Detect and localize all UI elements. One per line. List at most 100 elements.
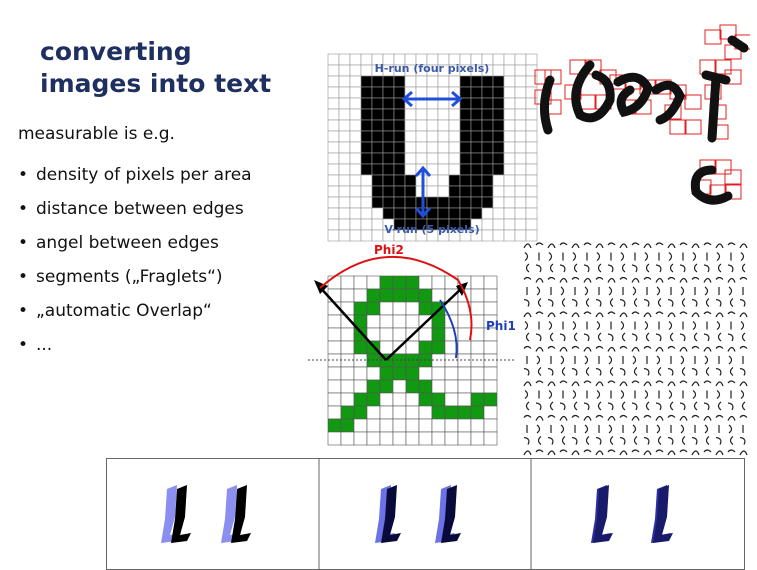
fraglet-mark [524, 252, 529, 261]
pixel-cell [431, 405, 446, 420]
fraglet-mark [560, 286, 565, 296]
pixel-cell [382, 141, 395, 154]
fraglet-mark [583, 264, 590, 273]
pixel-cell [366, 288, 381, 303]
pixel-cell [481, 108, 494, 121]
overlap-glyphs [161, 485, 673, 543]
fraglet-mark [583, 277, 592, 283]
segment-box [714, 159, 732, 175]
pixel-cell [340, 275, 355, 290]
fraglet-mark [547, 312, 556, 318]
pixel-cell [327, 366, 342, 381]
pixel-cell [371, 163, 384, 176]
pixel-cell [353, 405, 368, 420]
fraglet-mark [741, 263, 746, 273]
pixel-cell [415, 130, 428, 143]
fraglet-mark [669, 401, 674, 411]
pixel-cell [503, 207, 516, 220]
pixel-cell [437, 130, 450, 143]
pixel-cell [371, 218, 384, 231]
fraglet-mark [619, 450, 628, 456]
pixel-cell [360, 53, 373, 66]
pixel-cell [393, 119, 406, 132]
pixel-cell [470, 108, 483, 121]
fraglet-mark [621, 332, 626, 342]
pixel-cell [525, 218, 538, 231]
pixel-cell [379, 431, 394, 446]
fraglet-mark [571, 367, 578, 376]
fraglet-mark [571, 436, 578, 445]
segment-box [669, 119, 687, 135]
glyph-l [161, 485, 181, 543]
fraglet-mark [739, 298, 746, 307]
pixel-cell [327, 275, 342, 290]
fraglet-mark [705, 436, 710, 445]
pixel-cell [327, 174, 340, 187]
pixel-cell [415, 119, 428, 132]
fraglet-mark [535, 449, 544, 453]
pixel-cell [340, 418, 355, 433]
fraglet-mark [655, 277, 664, 283]
fraglet-mark [727, 311, 736, 315]
pixel-cell [327, 392, 342, 407]
fraglet-mark [607, 346, 616, 352]
pixel-cell [338, 108, 351, 121]
fraglet-mark [559, 346, 568, 352]
fraglet-mark [739, 414, 748, 418]
pixel-cell [349, 119, 362, 132]
pixel-cell [392, 379, 407, 394]
pixel-cell [360, 185, 373, 198]
pixel-cell [444, 379, 459, 394]
fraglet-mark [655, 346, 664, 352]
fraglet-mark [691, 414, 700, 418]
pixel-cell [379, 392, 394, 407]
fraglet-mark [705, 298, 710, 307]
fraglet-mark [729, 367, 734, 376]
fraglet-mark [571, 243, 580, 249]
fraglet-mark [679, 346, 688, 352]
pixel-cell [371, 185, 384, 198]
pixel-grid [327, 53, 538, 242]
pixel-cell [431, 418, 446, 433]
pixel-cell [448, 185, 461, 198]
fraglet-mark [727, 415, 736, 421]
pixel-cell [470, 431, 485, 446]
fraglet-mark [583, 449, 592, 453]
pixel-cell [349, 141, 362, 154]
pixel-cell [338, 185, 351, 198]
fraglet-mark [595, 276, 604, 280]
pixel-cell [366, 405, 381, 420]
fraglet-mark [693, 263, 698, 273]
pixel-cell [415, 152, 428, 165]
fraglet-mark [715, 345, 724, 349]
fraglet-mark [740, 390, 745, 399]
fraglet-mark [680, 424, 685, 434]
fraglet-mark [741, 401, 746, 411]
pixel-cell [503, 108, 516, 121]
pixel-cell [327, 64, 340, 77]
fraglet-mark [643, 367, 650, 376]
fraglet-mark [631, 333, 638, 342]
pixel-cell [405, 431, 420, 446]
fraglet-mark [619, 312, 628, 318]
pixel-cell [392, 392, 407, 407]
fraglet-mark [631, 346, 640, 352]
fraglet-mark [644, 252, 649, 261]
fraglet-mark [572, 252, 577, 261]
fraglet-mark [739, 381, 748, 387]
pixel-cell [393, 130, 406, 143]
pixel-cell [492, 86, 505, 99]
pixel-cell [393, 152, 406, 165]
fraglet-mark [727, 277, 736, 283]
pixel-cell [444, 366, 459, 381]
pixel-cell [379, 301, 394, 316]
fraglet-mark [667, 276, 676, 280]
fraglet-mark [559, 277, 568, 283]
fraglet-mark [547, 414, 556, 418]
glyph-l [653, 485, 673, 543]
fraglet-mark [667, 243, 676, 249]
pixel-cell [470, 196, 483, 209]
pixel-cell [392, 366, 407, 381]
pixel-cell [393, 207, 406, 220]
fraglet-mark [548, 390, 553, 399]
